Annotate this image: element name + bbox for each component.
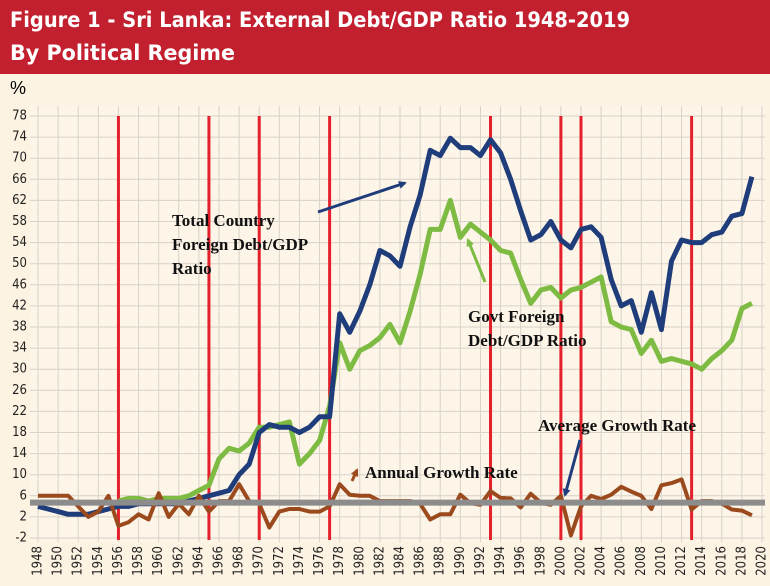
- series-annotation: Total Country: [172, 211, 275, 230]
- x-tick-label: 2020: [755, 546, 770, 576]
- x-tick-label: 1962: [171, 546, 186, 576]
- x-tick-label: 2012: [674, 546, 689, 576]
- y-tick-label: -2: [15, 531, 27, 546]
- x-tick-label: 1976: [312, 546, 327, 576]
- x-tick-label: 1960: [151, 546, 166, 576]
- y-tick-label: 66: [12, 172, 27, 187]
- y-tick-label: 18: [12, 425, 27, 440]
- y-tick-label: 38: [12, 320, 27, 335]
- series-line: [117, 197, 754, 504]
- x-tick-label: 1990: [453, 546, 468, 576]
- y-tick-label: 50: [12, 256, 27, 271]
- y-tick-label: 42: [12, 298, 27, 313]
- x-tick-label: 1988: [433, 546, 448, 576]
- x-tick-label: 1966: [212, 546, 227, 576]
- x-tick-label: 1948: [31, 546, 46, 576]
- y-tick-label: 14: [12, 446, 27, 461]
- x-tick-label: 1972: [272, 546, 287, 576]
- x-tick-label: 1996: [513, 546, 528, 576]
- y-tick-label: 46: [12, 277, 27, 292]
- x-tick-label: 2014: [694, 546, 709, 576]
- series-annotation: Debt/GDP Ratio: [468, 331, 587, 350]
- x-tick-label: 1984: [393, 546, 408, 576]
- x-tick-label: 1978: [332, 546, 347, 576]
- x-tick-label: 2004: [594, 546, 609, 576]
- y-tick-label: 22: [12, 404, 27, 419]
- annotation-arrow: [317, 181, 407, 214]
- x-tick-label: 2008: [634, 546, 649, 576]
- x-tick-label: 1970: [252, 546, 267, 576]
- chart-title: Figure 1 - Sri Lanka: External Debt/GDP …: [10, 8, 630, 32]
- series-annotation: Foreign Debt/GDP: [172, 235, 308, 254]
- y-unit: %: [10, 78, 26, 98]
- y-tick-label: 10: [12, 467, 27, 482]
- y-tick-label: 6: [20, 488, 27, 503]
- x-tick-label: 1952: [71, 546, 86, 576]
- x-tick-label: 1964: [191, 546, 206, 576]
- y-tick-label: 74: [12, 130, 27, 145]
- x-tick-label: 2006: [614, 546, 629, 576]
- annotation-arrow: [466, 238, 487, 283]
- x-tick-label: 1968: [232, 546, 247, 576]
- y-tick-label: 58: [12, 214, 27, 229]
- x-tick-label: 1974: [292, 546, 307, 576]
- x-tick-label: 1994: [493, 546, 508, 576]
- y-tick-label: 62: [12, 193, 27, 208]
- annotation-arrow: [562, 439, 582, 497]
- x-tick-label: 2016: [714, 546, 729, 576]
- average-annotation: Average Growth Rate: [538, 416, 696, 435]
- x-tick-label: 2010: [654, 546, 669, 576]
- series-annotation: Annual Growth Rate: [365, 463, 518, 482]
- x-tick-label: 1954: [91, 546, 106, 576]
- x-tick-label: 2018: [734, 546, 749, 576]
- series-annotation: Govt Foreign: [468, 307, 565, 326]
- x-tick-label: 2000: [553, 546, 568, 576]
- x-tick-label: 1998: [533, 546, 548, 576]
- chart-title: By Political Regime: [10, 41, 235, 65]
- y-tick-label: 78: [12, 109, 27, 124]
- y-tick-label: 34: [12, 341, 27, 356]
- y-tick-label: 54: [12, 235, 27, 250]
- x-tick-label: 1980: [352, 546, 367, 576]
- x-tick-label: 1958: [131, 546, 146, 576]
- series-annotation: Ratio: [172, 259, 212, 278]
- x-tick-label: 1956: [111, 546, 126, 576]
- x-tick-label: 1950: [51, 546, 66, 576]
- title-band: [0, 0, 770, 74]
- y-tick-label: 30: [12, 362, 27, 377]
- y-tick-label: 70: [12, 151, 27, 166]
- x-tick-label: 1982: [372, 546, 387, 576]
- x-tick-label: 1986: [413, 546, 428, 576]
- x-tick-label: 2002: [574, 546, 589, 576]
- x-tick-label: 1992: [473, 546, 488, 576]
- y-tick-label: 2: [20, 509, 27, 524]
- y-tick-label: 26: [12, 383, 27, 398]
- annotation-arrow: [350, 468, 359, 482]
